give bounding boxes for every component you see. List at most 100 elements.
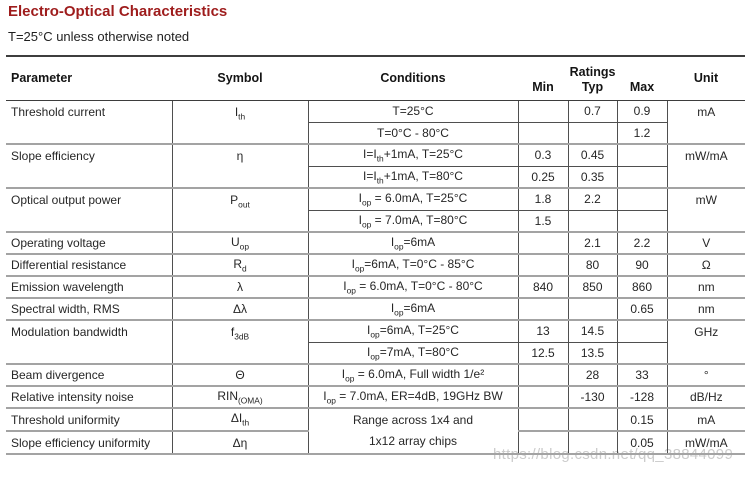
table-row: T=0°C - 80°C 1.2 bbox=[6, 121, 745, 144]
table-header: Parameter Symbol Conditions Ratings Unit… bbox=[6, 55, 746, 101]
table-row: Beam divergence Θ Iop = 6.0mA, Full widt… bbox=[6, 363, 746, 386]
cell-unit: dB/Hz bbox=[666, 385, 746, 408]
cell-min: 1.8 bbox=[517, 187, 568, 210]
cell-conditions: I=Ith+1mA, T=80°C bbox=[307, 165, 518, 188]
cell-parameter: Spectral width, RMS bbox=[6, 297, 172, 320]
table-row: Spectral width, RMS Δλ Iop=6mA 0.65 nm bbox=[6, 297, 746, 320]
table-row: I=Ith+1mA, T=80°C 0.25 0.35 bbox=[6, 165, 745, 188]
table-row: Modulation bandwidth f3dB Iop=6mA, T=25°… bbox=[6, 319, 746, 364]
cell-parameter: Modulation bandwidth bbox=[6, 319, 172, 364]
cell-typ bbox=[567, 430, 617, 455]
cell-typ: 850 bbox=[567, 275, 617, 298]
col-header-min: Min bbox=[518, 79, 568, 101]
table-row: Slope efficiency uniformity Δη 0.05 mW/m… bbox=[6, 430, 746, 455]
cell-max bbox=[616, 143, 668, 166]
cell-max: 2.2 bbox=[616, 231, 668, 254]
cell-max: 90 bbox=[616, 253, 668, 276]
cell-symbol: Pout bbox=[171, 187, 308, 232]
cell-unit: ° bbox=[666, 363, 746, 386]
cell-parameter: Emission wavelength bbox=[6, 275, 172, 298]
table-note: T=25°C unless otherwise noted bbox=[8, 29, 190, 44]
cell-symbol: RIN(OMA) bbox=[171, 385, 308, 408]
cell-conditions: Iop=6mA, T=0°C - 85°C bbox=[307, 253, 518, 276]
col-header-parameter: Parameter bbox=[6, 55, 172, 101]
col-header-symbol: Symbol bbox=[172, 55, 308, 101]
cell-max: 0.05 bbox=[616, 430, 668, 455]
cell-min bbox=[517, 100, 568, 122]
cell-typ: 80 bbox=[567, 253, 617, 276]
cell-min bbox=[517, 430, 568, 455]
table-row: Threshold current Ith T=25°C 0.7 0.9 mA bbox=[6, 100, 746, 144]
cell-typ bbox=[567, 121, 617, 144]
table-row: Slope efficiency η I=Ith+1mA, T=25°C 0.3… bbox=[6, 143, 746, 188]
cell-symbol: f3dB bbox=[171, 319, 308, 364]
cell-max bbox=[616, 341, 668, 364]
cell-max: 1.2 bbox=[616, 121, 668, 144]
cell-min: 0.3 bbox=[517, 143, 568, 166]
cell-min bbox=[517, 385, 568, 408]
cell-min: 13 bbox=[517, 319, 568, 342]
cell-conditions: I=Ith+1mA, T=25°C bbox=[307, 143, 518, 166]
cell-unit: mA bbox=[666, 100, 746, 144]
table-row: Differential resistance Rd Iop=6mA, T=0°… bbox=[6, 253, 746, 276]
cell-typ bbox=[567, 297, 617, 320]
cell-symbol: Δη bbox=[171, 430, 308, 455]
col-header-max: Max bbox=[617, 79, 668, 101]
cell-min bbox=[517, 363, 568, 386]
cell-max: 0.9 bbox=[616, 100, 668, 122]
cell-min: 1.5 bbox=[517, 209, 568, 232]
cell-max bbox=[616, 319, 668, 342]
cell-min bbox=[517, 253, 568, 276]
cell-conditions: Iop=6mA bbox=[307, 297, 518, 320]
table-body: Threshold current Ith T=25°C 0.7 0.9 mA … bbox=[6, 100, 746, 455]
cell-parameter: Optical output power bbox=[6, 187, 172, 232]
cell-conditions: T=25°C bbox=[307, 100, 518, 122]
cell-unit: mA bbox=[666, 407, 746, 431]
table-row: Operating voltage Uop Iop=6mA 2.1 2.2 V bbox=[6, 231, 746, 254]
cell-unit: GHz bbox=[666, 319, 746, 364]
col-header-conditions: Conditions bbox=[308, 55, 518, 101]
cell-max bbox=[616, 209, 668, 232]
table-row: Iop=7mA, T=80°C 12.5 13.5 bbox=[6, 341, 745, 364]
cell-symbol: Θ bbox=[171, 363, 308, 386]
cell-conditions: Iop = 7.0mA, T=80°C bbox=[307, 209, 518, 232]
cell-conditions: T=0°C - 80°C bbox=[307, 121, 518, 144]
cell-conditions: Iop = 7.0mA, ER=4dB, 19GHz BW bbox=[307, 385, 518, 408]
cell-conditions: Iop = 6.0mA, T=25°C bbox=[307, 187, 518, 210]
cell-parameter: Relative intensity noise bbox=[6, 385, 172, 408]
cell-unit: nm bbox=[666, 297, 746, 320]
cell-typ: 14.5 bbox=[567, 319, 617, 342]
col-header-ratings: Ratings bbox=[518, 55, 668, 79]
cell-typ: 28 bbox=[567, 363, 617, 386]
cell-conditions: Range across 1x4 and 1x12 array chips bbox=[307, 407, 518, 455]
cell-parameter: Slope efficiency bbox=[6, 143, 172, 188]
table-row: Optical output power Pout Iop = 6.0mA, T… bbox=[6, 187, 746, 232]
cell-unit: mW/mA bbox=[666, 430, 746, 455]
cell-min bbox=[517, 297, 568, 320]
cell-conditions: Iop=6mA bbox=[307, 231, 518, 254]
cell-min: 840 bbox=[517, 275, 568, 298]
cell-min bbox=[517, 407, 568, 431]
cell-max: 860 bbox=[616, 275, 668, 298]
header-row-1: Parameter Symbol Conditions Ratings Unit bbox=[6, 55, 746, 101]
col-header-typ: Typ bbox=[568, 79, 617, 101]
page-title: Electro-Optical Characteristics bbox=[8, 3, 228, 20]
cell-parameter: Slope efficiency uniformity bbox=[6, 430, 172, 455]
cell-min: 0.25 bbox=[517, 165, 568, 188]
cell-max: 0.15 bbox=[616, 407, 668, 431]
cell-conditions: Iop=7mA, T=80°C bbox=[307, 341, 518, 364]
table-row: Emission wavelength λ Iop = 6.0mA, T=0°C… bbox=[6, 275, 746, 298]
cell-typ: 0.35 bbox=[567, 165, 617, 188]
table-row: Iop = 7.0mA, T=80°C 1.5 bbox=[6, 209, 745, 232]
cell-typ bbox=[567, 209, 617, 232]
cell-conditions: Iop=6mA, T=25°C bbox=[307, 319, 518, 342]
cell-conditions: Iop = 6.0mA, T=0°C - 80°C bbox=[307, 275, 518, 298]
cell-max: 33 bbox=[616, 363, 668, 386]
cell-parameter: Threshold uniformity bbox=[6, 407, 172, 431]
cell-unit: V bbox=[666, 231, 746, 254]
cell-parameter: Threshold current bbox=[11, 104, 106, 119]
cell-typ: 2.1 bbox=[567, 231, 617, 254]
cell-symbol: Uop bbox=[171, 231, 308, 254]
cell-typ: 13.5 bbox=[567, 341, 617, 364]
cell-conditions: Iop = 6.0mA, Full width 1/e² bbox=[307, 363, 518, 386]
